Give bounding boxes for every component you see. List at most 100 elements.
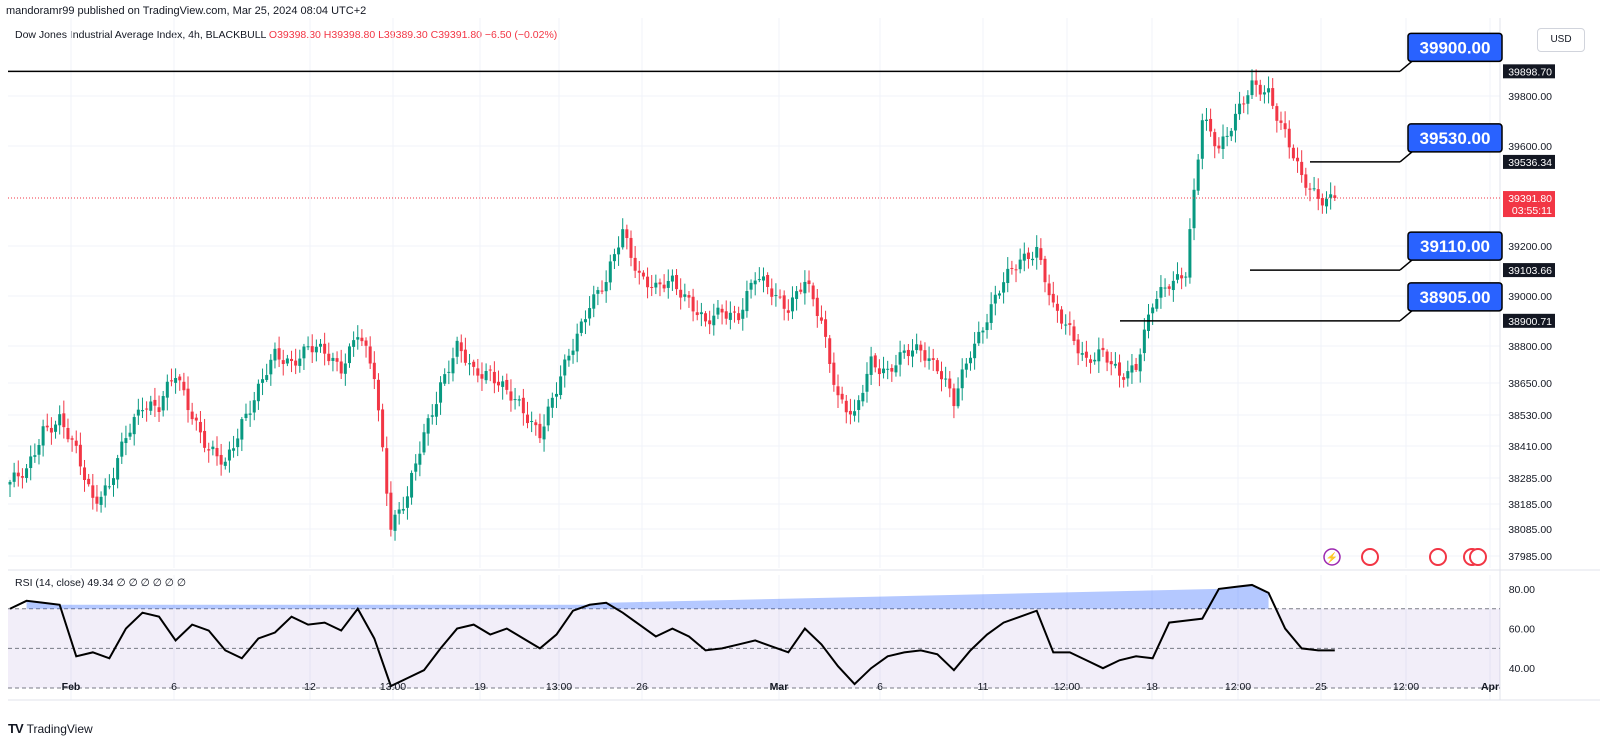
candle-body (1262, 92, 1266, 95)
candle-body (207, 449, 211, 451)
candle-body (563, 359, 567, 376)
candle-body (985, 322, 989, 331)
candle-body (662, 284, 666, 289)
candle-body (1014, 269, 1018, 271)
candle-body (621, 229, 625, 248)
candle-body (952, 388, 956, 407)
candle-body (33, 455, 37, 457)
candle-body (302, 346, 306, 359)
level-callout-box-2 (1407, 231, 1503, 261)
candle-body (1279, 120, 1283, 123)
currency-button[interactable]: USD (1537, 28, 1585, 52)
candle-body (343, 363, 347, 374)
candle-body (1312, 188, 1316, 190)
candle-body (919, 344, 923, 351)
candle-body (16, 472, 20, 477)
candle-body (675, 274, 679, 290)
candle-body (886, 368, 890, 370)
candle-body (78, 444, 82, 467)
candle-body (194, 417, 198, 421)
candle-body (480, 374, 484, 379)
candle-body (844, 400, 848, 413)
tradingview-footer[interactable]: TV TradingView (8, 721, 93, 736)
candle-body (571, 350, 575, 355)
candle-body (223, 461, 227, 466)
level-callout-pointer-0 (1399, 60, 1413, 72)
candle-body (364, 340, 368, 346)
level-callout-label-3: 38905.00 (1420, 288, 1491, 307)
candle-body (182, 381, 186, 391)
candle-body (737, 313, 741, 321)
candle-body (265, 375, 269, 380)
candle-body (741, 309, 745, 319)
level-callout-pointer-1 (1399, 151, 1413, 163)
candle-body (728, 312, 732, 320)
candle-body (83, 467, 87, 480)
candle-body (583, 319, 587, 323)
candle-body (1258, 84, 1262, 95)
candle-body (774, 295, 778, 297)
candle-body (927, 358, 931, 361)
candle-body (107, 486, 111, 488)
candle-body (277, 348, 281, 360)
candle-body (770, 288, 774, 297)
candle-body (128, 432, 132, 437)
candle-body (733, 311, 736, 313)
candle-body (1113, 363, 1117, 366)
candle-body (853, 411, 857, 416)
candle-body (1047, 283, 1051, 296)
candle-body (1188, 229, 1192, 278)
level-axis-tag-2 (1503, 263, 1555, 278)
candle-body (840, 393, 844, 400)
candle-body (244, 413, 248, 419)
candle-body (116, 458, 120, 480)
candle-body (198, 421, 202, 433)
candle-body (319, 343, 322, 347)
candle-body (430, 415, 434, 417)
candle-body (290, 358, 294, 362)
price-tick-label: 38800.00 (1508, 341, 1552, 353)
candle-body (869, 356, 873, 375)
candle-body (165, 381, 169, 398)
candle-body (931, 358, 935, 360)
candle-body (1142, 329, 1146, 354)
candle-body (145, 408, 149, 410)
candle-body (666, 280, 670, 288)
candle-body (981, 330, 985, 333)
rsi-tick-label: 40.00 (1509, 663, 1535, 675)
candle-body (902, 350, 906, 353)
price-tick-label: 38285.00 (1508, 473, 1552, 485)
time-tick-label: 6 (877, 681, 883, 693)
candle-body (306, 346, 310, 348)
candle-body (12, 472, 16, 482)
candle-body (815, 297, 819, 317)
candle-body (641, 272, 645, 277)
candle-body (124, 438, 128, 444)
candle-body (766, 274, 770, 287)
candle-body (612, 254, 616, 262)
candle-body (1300, 161, 1304, 176)
us-flag-event-icon (1361, 548, 1379, 566)
chart-grid (8, 18, 1600, 701)
candle-body (559, 376, 563, 396)
price-tick-label: 38185.00 (1508, 499, 1552, 511)
candle-body (554, 393, 558, 397)
candle-body (236, 438, 240, 448)
candle-body (1296, 157, 1300, 162)
candle-body (136, 409, 140, 416)
time-tick-label: 6 (171, 681, 177, 693)
candle-body (20, 476, 24, 478)
candle-body (385, 448, 389, 494)
candle-body (103, 485, 107, 496)
candle-body (637, 270, 641, 273)
candle-body (74, 440, 78, 446)
candle-body (410, 472, 414, 498)
symbol-name: Dow Jones Industrial Average Index, 4h, … (15, 29, 266, 41)
candle-body (1031, 258, 1035, 261)
rsi-tick-label: 60.00 (1509, 624, 1535, 636)
level-callout-label-1: 39530.00 (1420, 129, 1491, 148)
candle-body (778, 296, 782, 298)
level-callout-label-0: 39900.00 (1420, 38, 1491, 57)
candle-body (252, 400, 256, 413)
